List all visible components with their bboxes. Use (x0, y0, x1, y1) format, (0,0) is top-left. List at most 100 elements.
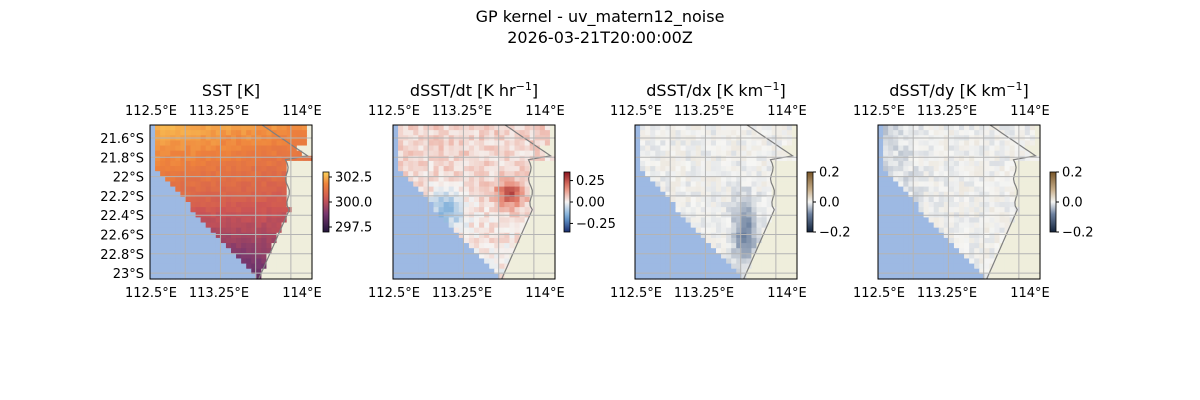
heatmap-cell (918, 160, 925, 167)
heatmap-cell (428, 273, 435, 280)
heatmap-cell (888, 237, 894, 244)
heatmap-cell (479, 186, 485, 193)
heatmap-cell (256, 237, 262, 244)
heatmap-cell (443, 191, 450, 198)
heatmap-cell (489, 140, 495, 147)
heatmap-cell (474, 202, 480, 208)
heatmap-cell (989, 258, 996, 265)
heatmap-cell (301, 125, 308, 131)
heatmap-cell (903, 253, 909, 260)
heatmap-cell (721, 217, 727, 224)
heatmap-cell (685, 222, 692, 229)
panel-frame (392, 124, 556, 280)
heatmap-cell (251, 196, 257, 203)
heatmap-cell (710, 125, 717, 131)
heatmap-cell (220, 125, 227, 131)
heatmap-cell (635, 150, 641, 157)
heatmap-cell (301, 232, 308, 239)
heatmap-cell (261, 253, 268, 260)
heatmap-cell (453, 207, 460, 213)
heatmap-cell (433, 217, 440, 224)
heatmap-cell (888, 202, 894, 208)
heatmap-cell (393, 207, 399, 213)
heatmap-cell (175, 181, 181, 188)
heatmap-cell (1009, 253, 1016, 260)
heatmap-cell (175, 160, 181, 167)
heatmap-cell (276, 263, 283, 270)
heatmap-cell (413, 150, 419, 157)
heatmap-cell (225, 263, 232, 270)
heatmap-cell (276, 273, 283, 280)
heatmap-cell (271, 191, 278, 198)
heatmap-cell (710, 196, 717, 203)
heatmap-cell (539, 145, 546, 152)
heatmap-cell (165, 160, 171, 167)
heatmap-cell (700, 186, 707, 193)
heatmap-cell (529, 145, 536, 152)
heatmap-cell (539, 155, 546, 162)
heatmap-cell (685, 263, 692, 270)
heatmap-cell (908, 176, 915, 183)
heatmap-cell (665, 150, 672, 157)
heatmap-cell (276, 140, 283, 147)
heatmap-cell (453, 222, 460, 229)
heatmap-cell (499, 222, 505, 229)
heatmap-cell (236, 160, 242, 167)
heatmap-cell (685, 166, 692, 172)
heatmap-cell (776, 130, 783, 136)
heatmap-cell (1019, 145, 1026, 152)
heatmap-cell (771, 243, 778, 249)
heatmap-cell (893, 202, 899, 208)
heatmap-cell (180, 273, 187, 280)
heatmap-cell (650, 155, 656, 162)
heatmap-cell (306, 160, 313, 167)
heatmap-cell (529, 150, 536, 157)
heatmap-cell (241, 237, 247, 244)
heatmap-cell (403, 207, 409, 213)
heatmap-cell (1019, 191, 1026, 198)
heatmap-cell (266, 166, 273, 172)
heatmap-cell (544, 176, 551, 183)
heatmap-cell (200, 181, 207, 188)
x-tick-label-top: 114°E (282, 104, 322, 119)
heatmap-cell (494, 186, 500, 193)
heatmap-cell (180, 160, 187, 167)
heatmap-cell (888, 166, 894, 172)
heatmap-cell (403, 171, 409, 177)
heatmap-cell (175, 155, 181, 162)
heatmap-cell (994, 176, 1001, 183)
heatmap-cell (215, 232, 222, 239)
heatmap-cell (959, 243, 965, 249)
heatmap-cell (964, 125, 970, 131)
heatmap-cell (979, 191, 985, 198)
heatmap-cell (286, 125, 293, 131)
heatmap-cell (220, 160, 227, 167)
heatmap-cell (271, 273, 278, 280)
heatmap-cell (155, 186, 161, 193)
heatmap-cell (665, 166, 672, 172)
heatmap-cell (150, 232, 156, 239)
heatmap-cell (741, 263, 747, 270)
heatmap-cell (271, 207, 278, 213)
heatmap-cell (781, 145, 788, 152)
heatmap-cell (286, 130, 293, 136)
heatmap-cell (878, 222, 884, 229)
heatmap-cell (665, 258, 672, 265)
heatmap-cell (1024, 191, 1031, 198)
heatmap-cell (180, 125, 187, 131)
heatmap-cell (710, 130, 717, 136)
heatmap-cell (918, 171, 925, 177)
heatmap-cell (766, 191, 773, 198)
heatmap-cell (549, 140, 556, 147)
heatmap-cell (256, 258, 262, 265)
heatmap-cell (220, 227, 227, 234)
heatmap-cell (195, 145, 202, 152)
heatmap-cell (690, 196, 697, 203)
heatmap-cell (489, 145, 495, 152)
heatmap-cell (393, 227, 399, 234)
heatmap-cell (994, 160, 1001, 167)
heatmap-cell (650, 248, 656, 254)
heatmap-cell (266, 140, 273, 147)
heatmap-cell (160, 248, 166, 254)
heatmap-cell (301, 263, 308, 270)
